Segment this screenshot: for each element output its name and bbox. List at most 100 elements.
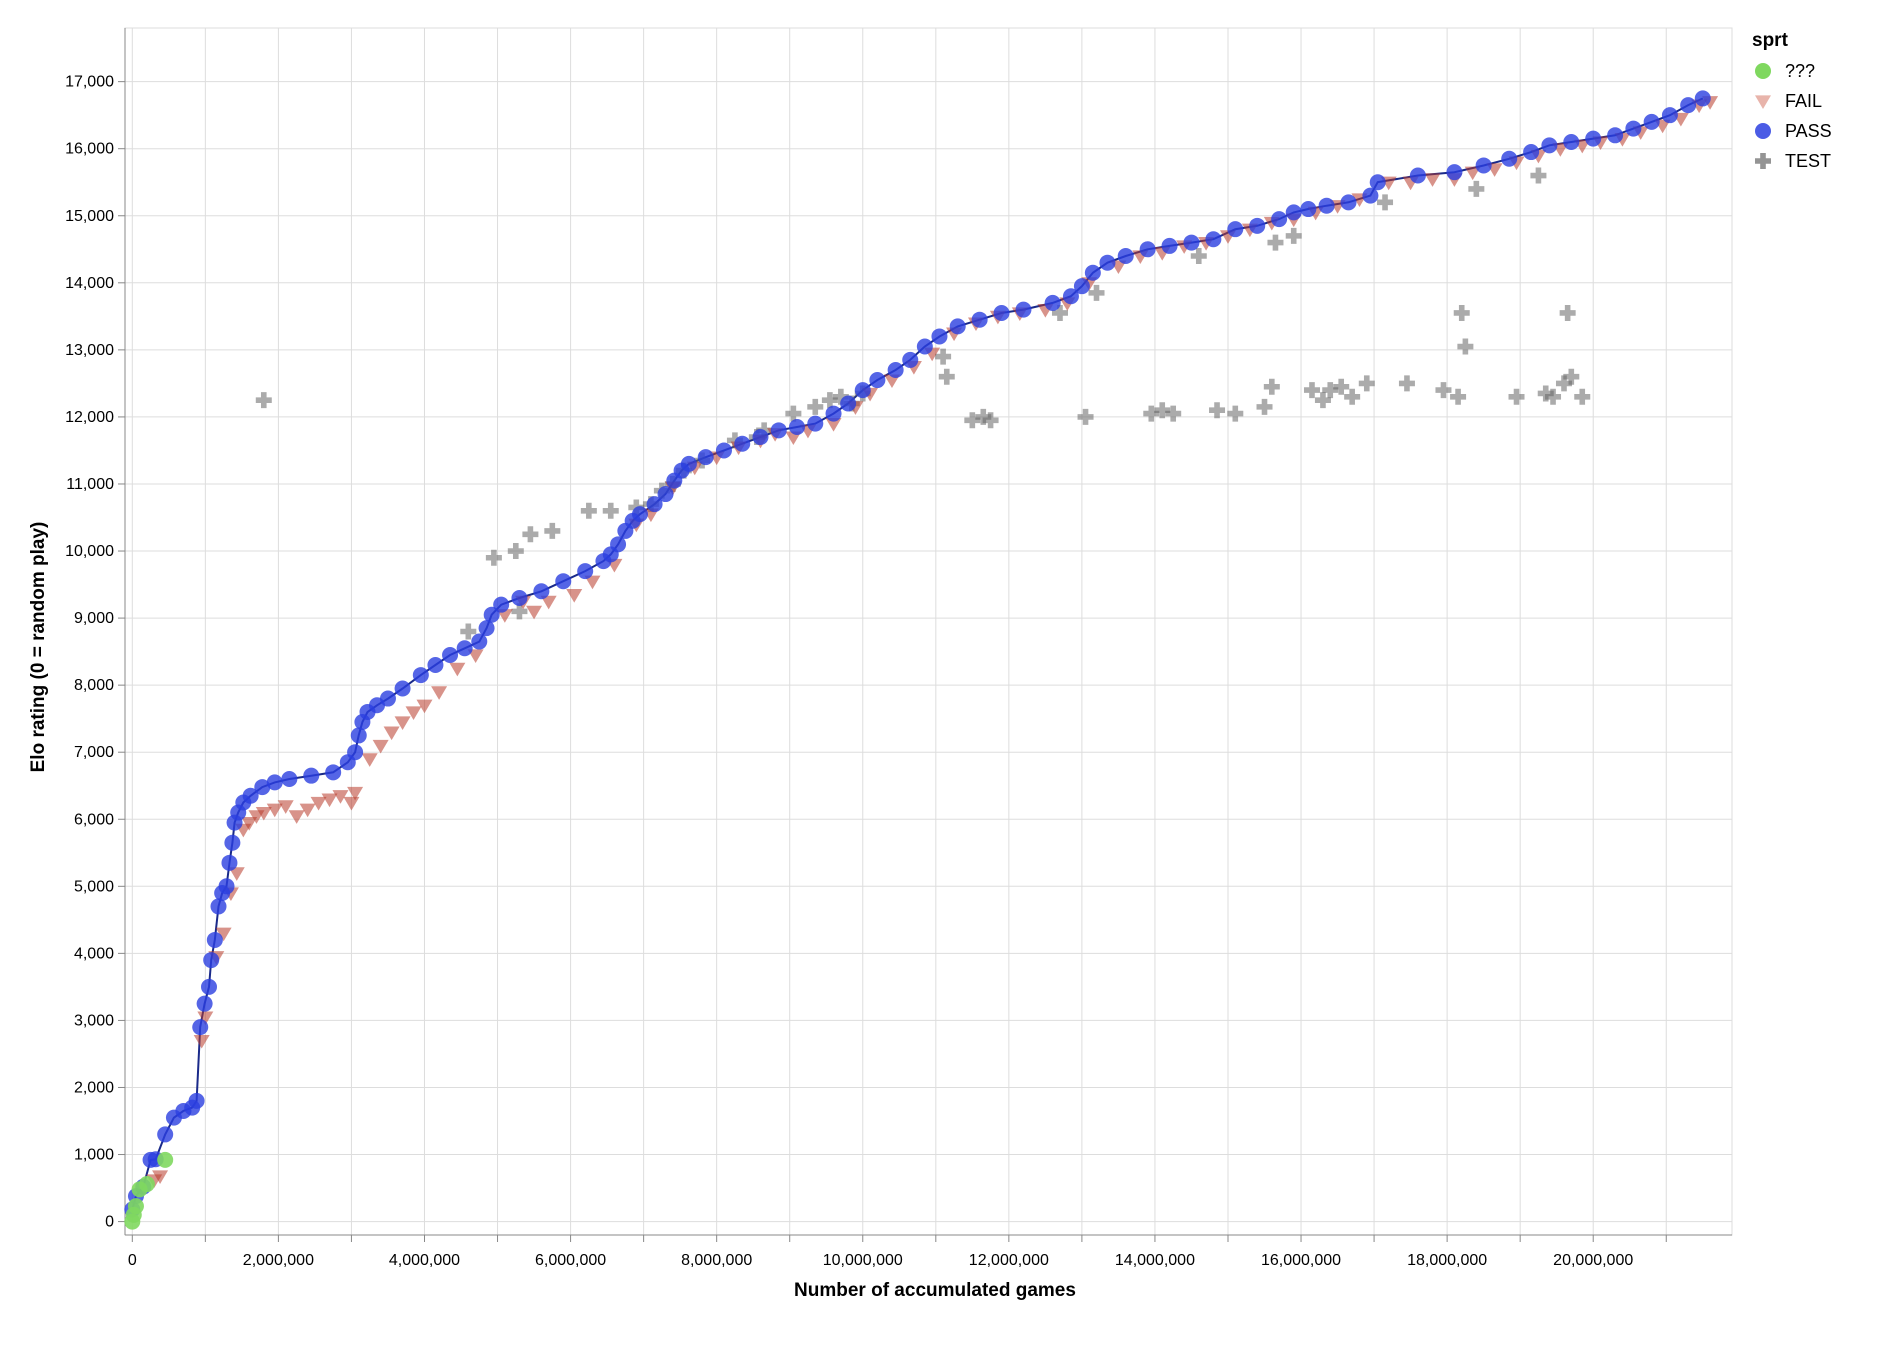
test-point — [1555, 375, 1572, 392]
pass-point — [1139, 241, 1156, 258]
axis-layer: 0 1,000 2,000 3,000 4,000 5,000 6,000 7,000 8,00… — [65, 28, 1732, 1269]
test-point — [1322, 382, 1339, 399]
pass-point — [157, 1126, 174, 1143]
pass-point — [825, 405, 842, 422]
pass-point — [1300, 201, 1317, 218]
pass-point — [412, 667, 429, 684]
fail-point — [405, 706, 422, 720]
pass-point — [631, 506, 648, 523]
pass-point — [1585, 130, 1602, 147]
fail-point — [566, 589, 583, 603]
pass-point — [1643, 113, 1660, 130]
pass-point — [971, 311, 988, 328]
pass-point — [1099, 254, 1116, 271]
y-tick-label: 11,000 — [66, 476, 114, 493]
pass-point — [1183, 234, 1200, 251]
test-point — [1344, 388, 1361, 405]
pass-point — [854, 382, 871, 399]
fail-point — [1464, 166, 1481, 181]
pass-point — [1607, 127, 1624, 144]
pass-point — [1563, 133, 1580, 150]
pass-point — [1541, 137, 1558, 154]
fail-point — [193, 1034, 210, 1049]
plot-frame — [124, 27, 1733, 1236]
pass-point — [752, 429, 769, 446]
pass-point — [1369, 174, 1386, 191]
pass-point — [188, 1092, 205, 1109]
pass-point — [1523, 144, 1540, 161]
pass-point — [1661, 107, 1678, 124]
pass-point — [646, 496, 663, 513]
pass-point — [427, 657, 444, 674]
legend-symbol-unknown — [1755, 63, 1771, 79]
pass-point — [281, 771, 298, 788]
pass-point — [1271, 211, 1288, 228]
pass-point — [533, 583, 550, 600]
pass-point — [734, 435, 751, 452]
test-point — [1468, 180, 1485, 197]
pass-point — [680, 455, 697, 472]
pass-trend-line — [131, 97, 1704, 1210]
fail-point — [277, 800, 294, 814]
test-point — [544, 522, 561, 539]
pass-point — [1340, 194, 1357, 211]
y-tick-label: 16,000 — [65, 141, 114, 158]
y-tick-label: 10,000 — [65, 543, 114, 560]
fail-point — [372, 739, 389, 754]
test-point — [1457, 338, 1474, 355]
pass-point — [931, 328, 948, 345]
test-point — [1077, 408, 1094, 425]
fail-point — [310, 796, 327, 811]
pass-point — [210, 898, 227, 915]
x-tick-label: 6,000,000 — [535, 1252, 606, 1269]
legend-items: ??? FAIL PASS TEST — [1755, 61, 1832, 171]
y-tick-label: 7,000 — [74, 744, 114, 761]
pass-point — [478, 620, 495, 637]
y-tick-label: 6,000 — [74, 811, 114, 828]
grid-layer — [124, 27, 1733, 1236]
fail-point — [299, 803, 316, 818]
x-tick-label: 14,000,000 — [1115, 1252, 1195, 1269]
test-point — [1263, 378, 1280, 395]
pass-point — [949, 318, 966, 335]
y-tick-label: 9,000 — [74, 610, 114, 627]
pass-point — [218, 878, 235, 895]
x-axis-title: Number of accumulated games — [794, 1280, 1076, 1301]
fail-point — [255, 806, 272, 821]
legend: sprt ??? FAIL PASS TEST — [1752, 30, 1832, 171]
pass-point — [1694, 90, 1711, 107]
x-tick-label: 0 — [128, 1252, 137, 1269]
x-tick-label: 16,000,000 — [1261, 1252, 1341, 1269]
test-point — [602, 502, 619, 519]
pass-point — [201, 978, 218, 995]
pass-point — [1680, 97, 1697, 114]
test-point — [1190, 247, 1207, 264]
test-point — [1453, 304, 1470, 321]
test-point — [1530, 167, 1547, 184]
fail-point — [526, 605, 543, 620]
legend-item: ??? — [1755, 61, 1815, 81]
pass-point — [242, 787, 259, 804]
legend-item: FAIL — [1755, 91, 1822, 111]
fail-point — [467, 649, 484, 663]
test-point — [1143, 405, 1160, 422]
test-point — [1435, 382, 1452, 399]
fail-point — [288, 810, 305, 824]
test-point — [1303, 382, 1320, 399]
pass-point — [493, 596, 510, 613]
fail-point — [431, 686, 448, 700]
x-tick-label: 10,000,000 — [823, 1252, 903, 1269]
fail-point — [197, 1011, 214, 1026]
test-point — [1450, 388, 1467, 405]
test-point — [1398, 375, 1415, 392]
y-tick-label: 14,000 — [65, 275, 114, 292]
pass-point — [1084, 264, 1101, 281]
unknown-point — [127, 1198, 144, 1215]
pass-point — [511, 589, 528, 606]
pass-point — [993, 304, 1010, 321]
fail-point — [394, 716, 411, 731]
test-point — [938, 368, 955, 385]
test-point — [522, 526, 539, 543]
test-point — [460, 623, 477, 640]
test-point — [1088, 284, 1105, 301]
